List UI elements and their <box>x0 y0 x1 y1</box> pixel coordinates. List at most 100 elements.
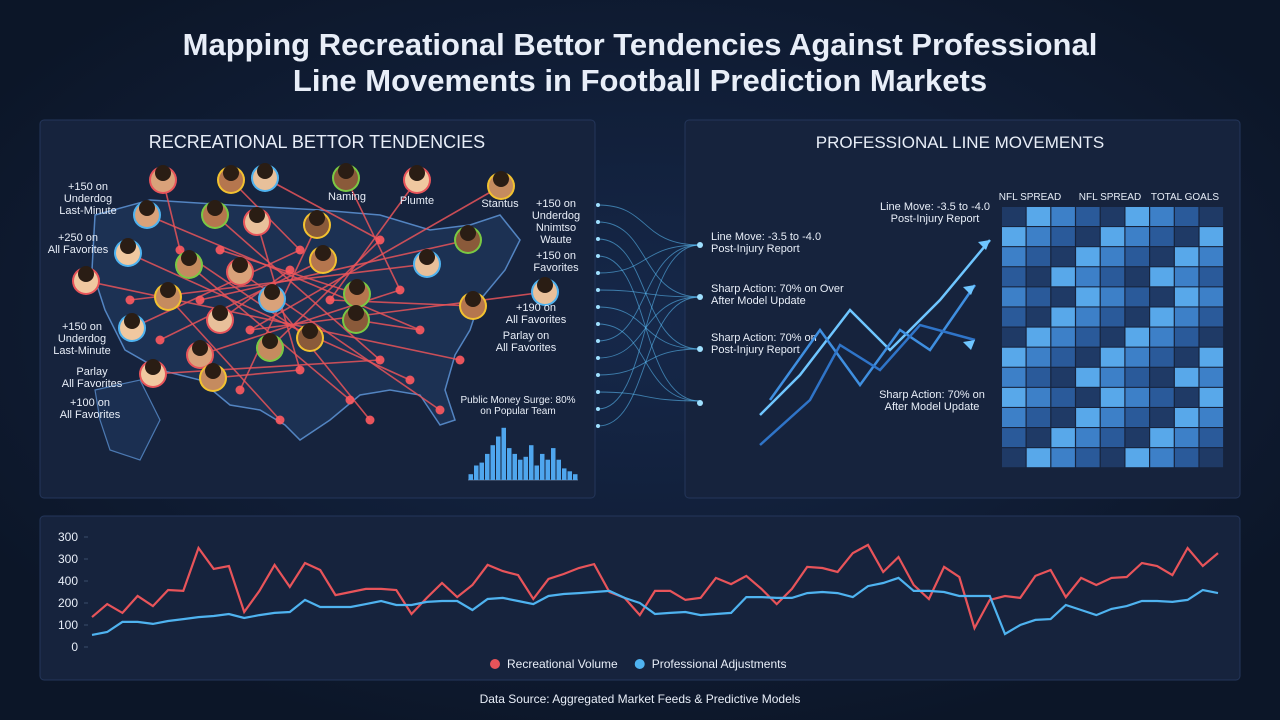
table-header: NFL SPREAD <box>999 192 1061 203</box>
connector <box>249 185 502 331</box>
hotspot <box>455 355 465 365</box>
heat-cell <box>1076 207 1100 226</box>
heat-cell <box>1051 267 1075 287</box>
hotspot <box>395 285 405 295</box>
avatar-hair <box>338 163 354 179</box>
heat-cell <box>1150 247 1174 267</box>
arrow-head <box>963 340 975 350</box>
legend-marker <box>490 659 500 669</box>
heat-cell <box>1174 428 1199 448</box>
hotspot <box>285 265 295 275</box>
chart-annotation: Sharp Action: 70% on After Model Update <box>879 389 985 413</box>
connector <box>345 177 401 291</box>
table-header: NFL SPREAD <box>1079 192 1141 203</box>
heat-cell <box>1026 408 1051 427</box>
heat-cell <box>1051 287 1075 307</box>
heat-cell <box>1174 207 1199 226</box>
mini-bar <box>468 474 473 480</box>
mini-bar <box>501 427 506 480</box>
map-annotation: +150 on Underdog Last-Minute <box>59 181 116 217</box>
map-decoration <box>72 163 559 425</box>
heat-cell <box>1100 307 1125 327</box>
flow-node <box>697 294 703 300</box>
heat-cell <box>1150 267 1174 287</box>
map-annotation: Parlay All Favorites <box>62 366 123 390</box>
avatar-hair <box>212 305 228 321</box>
heat-cell <box>1199 307 1224 327</box>
heat-cell <box>1076 408 1100 427</box>
heat-cell <box>1076 307 1100 327</box>
heat-cell <box>1002 387 1026 407</box>
heat-cell <box>1150 408 1174 427</box>
flow-node <box>596 424 600 428</box>
avatar-hair <box>264 284 280 300</box>
heat-cell <box>1100 367 1125 387</box>
heat-cell <box>1174 387 1199 407</box>
mini-bar <box>512 453 517 480</box>
heat-cell <box>1051 307 1075 327</box>
connector <box>219 269 291 321</box>
heat-cell <box>1199 287 1224 307</box>
connector <box>264 177 381 241</box>
trend-line <box>759 239 991 416</box>
avatar-hair <box>160 282 176 298</box>
flow-line <box>597 296 701 427</box>
avatar-hair <box>155 165 171 181</box>
flow-node <box>697 242 703 248</box>
heat-cell <box>1100 408 1125 427</box>
heat-cell <box>1125 287 1149 307</box>
heat-cell <box>1150 307 1174 327</box>
mini-bar <box>540 453 545 480</box>
mini-bar <box>496 436 501 480</box>
hotspot <box>435 405 445 415</box>
mini-bar <box>523 456 528 480</box>
heat-cell <box>1125 347 1149 367</box>
flow-label: Sharp Action: 70% on Post-Injury Report <box>711 332 817 356</box>
heat-cell <box>1051 367 1075 387</box>
y-tick-label: 400 <box>58 574 78 588</box>
arrow-head <box>978 240 990 250</box>
heat-cell <box>1150 227 1174 247</box>
map-annotation: +150 on Underdog Nnimtso Waute <box>532 198 580 246</box>
heat-cell <box>1199 247 1224 267</box>
heat-cell <box>1076 267 1100 287</box>
avatar-hair <box>249 207 265 223</box>
map-annotation: +190 on All Favorites <box>506 302 567 326</box>
source-note: Data Source: Aggregated Market Feeds & P… <box>480 692 801 706</box>
mini-bar <box>479 462 484 480</box>
series-line <box>91 576 1219 636</box>
heat-cell <box>1174 448 1199 468</box>
heat-cell <box>1026 247 1051 267</box>
heat-cell <box>1051 408 1075 427</box>
legend-label: Professional Adjustments <box>652 657 787 671</box>
hotspot <box>325 295 335 305</box>
connector <box>329 179 418 301</box>
hotspot <box>345 395 355 405</box>
heat-cell <box>1125 307 1149 327</box>
trend-line <box>759 323 976 446</box>
heat-cell <box>1076 247 1100 267</box>
heat-cell <box>1150 387 1174 407</box>
heat-cell <box>1174 227 1199 247</box>
flow-node <box>697 346 703 352</box>
heat-cell <box>1076 227 1100 247</box>
map-annotation: +150 on Favorites <box>533 250 579 274</box>
heat-cell <box>1076 287 1100 307</box>
y-tick-label: 300 <box>58 530 78 544</box>
heat-cell <box>1076 448 1100 468</box>
heat-cell <box>1150 428 1174 448</box>
heat-cell <box>1125 408 1149 427</box>
connector <box>131 249 301 329</box>
heat-cell <box>1125 387 1149 407</box>
heat-cell <box>1199 267 1224 287</box>
heat-cell <box>1026 428 1051 448</box>
avatar-hair <box>419 249 435 265</box>
hotspot <box>125 295 135 305</box>
flow-node <box>596 305 600 309</box>
trend-line <box>768 284 977 401</box>
heat-cell <box>1051 207 1075 226</box>
avatar-hair <box>78 266 94 282</box>
hotspot <box>215 245 225 255</box>
avatar-hair <box>349 279 365 295</box>
